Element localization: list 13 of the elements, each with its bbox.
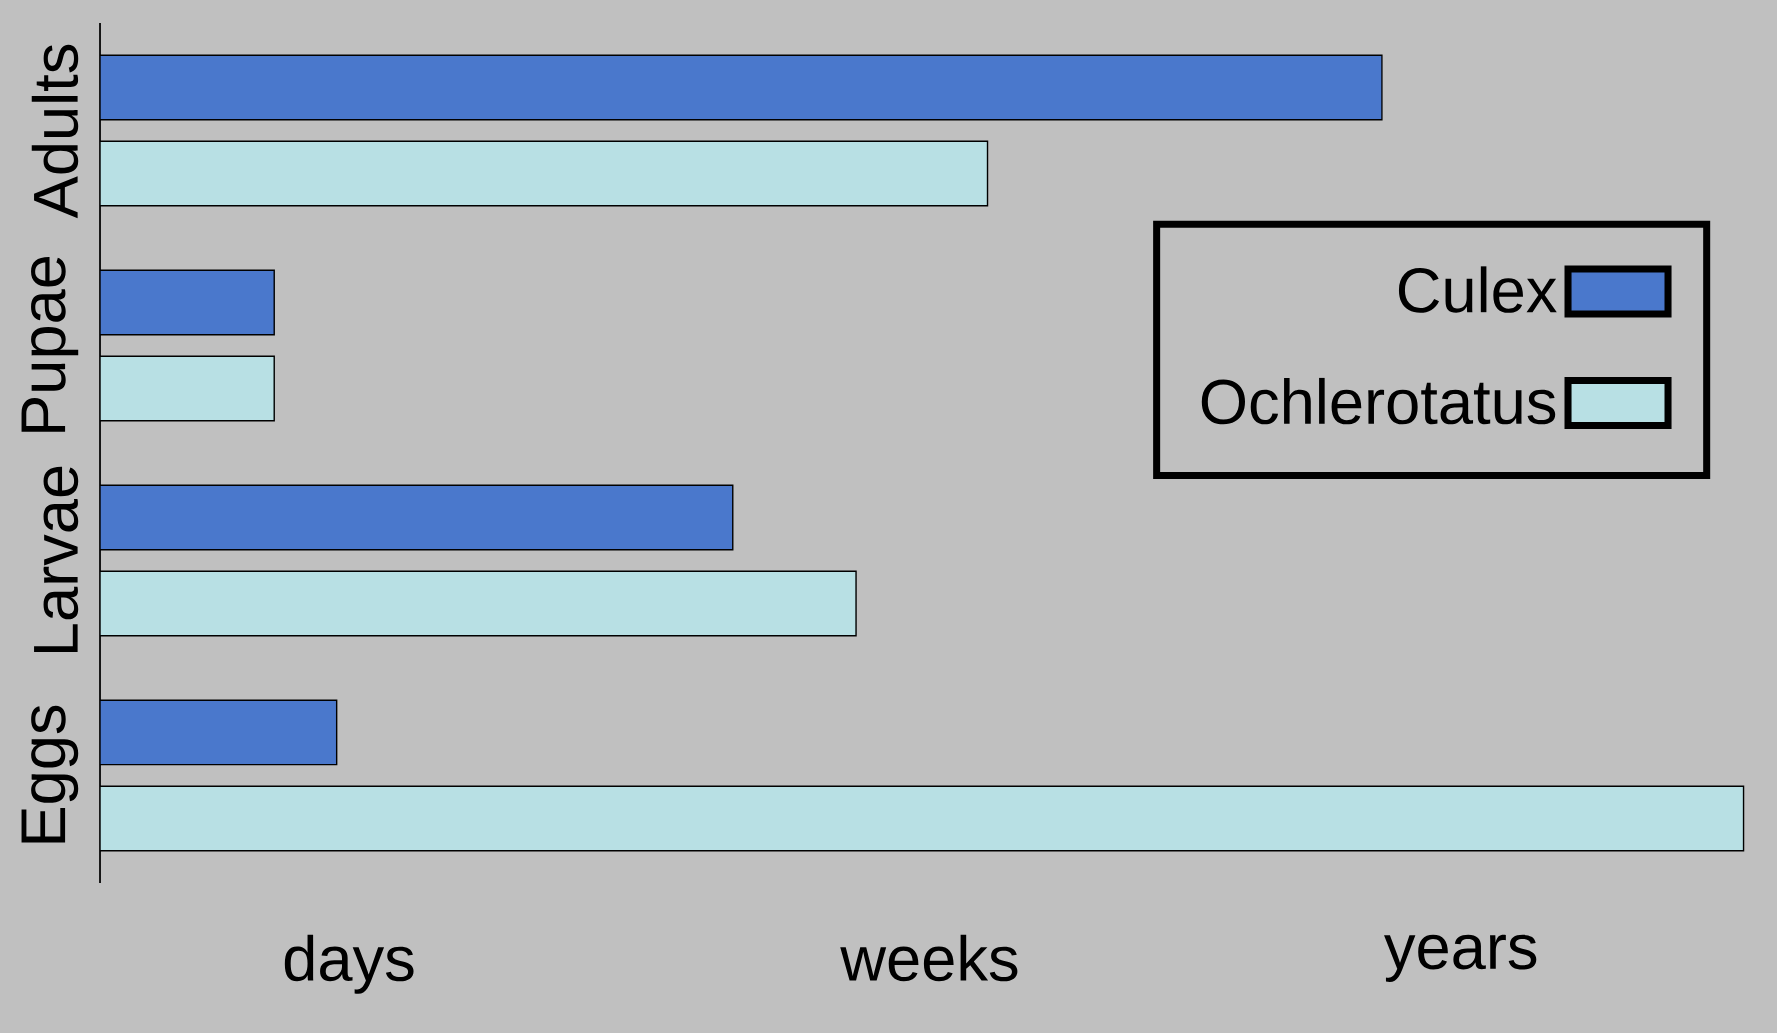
- bar: [100, 355, 275, 422]
- y-tick-label: Larvae: [34, 466, 79, 653]
- legend-label: Culex: [1398, 266, 1557, 313]
- legend-label: Ochlerotatus: [1201, 377, 1556, 425]
- text: years: [1384, 934, 1537, 982]
- text: weeks: [840, 934, 1018, 982]
- text: days: [284, 934, 414, 994]
- y-tick-label: Eggs: [21, 705, 79, 843]
- y-tick-label: Adults: [31, 44, 79, 219]
- bar: [100, 570, 857, 637]
- y-tick-label: Pupae: [21, 256, 79, 432]
- bar: [100, 785, 1745, 852]
- bar: [100, 140, 989, 207]
